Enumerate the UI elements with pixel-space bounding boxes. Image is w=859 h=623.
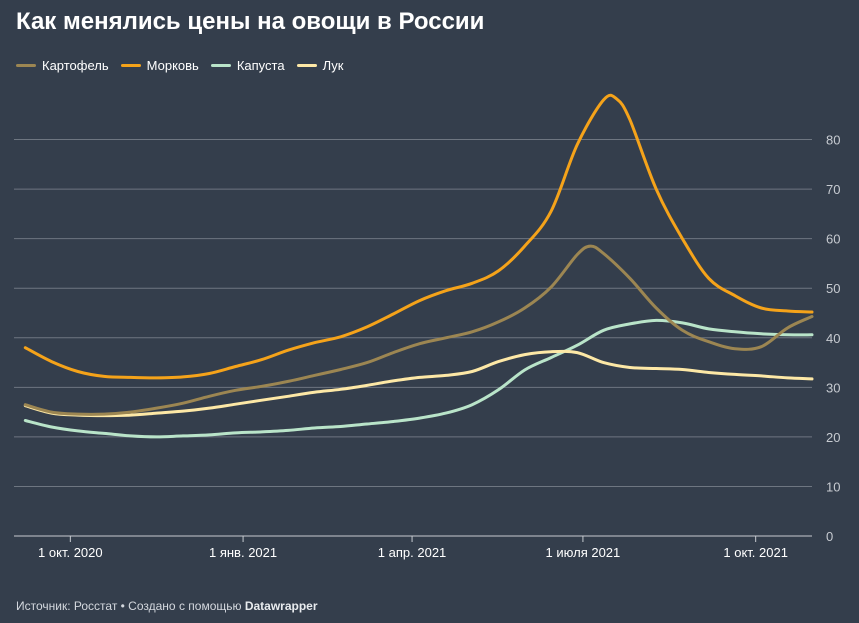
- y-tick-label: 60: [826, 232, 840, 247]
- y-tick-label: 40: [826, 331, 840, 346]
- series-line-1: [23, 93, 814, 380]
- legend-swatch: [16, 64, 36, 67]
- legend-item-3: Лук: [296, 58, 344, 73]
- x-tick-label: 1 июля 2021: [546, 545, 621, 560]
- series-line-0: [23, 244, 814, 416]
- y-tick-label: 70: [826, 182, 840, 197]
- y-tick-label: 10: [826, 479, 840, 494]
- y-tick-label: 30: [826, 380, 840, 395]
- y-tick-label: 20: [826, 430, 840, 445]
- series-line-2: [23, 318, 814, 439]
- y-tick-label: 0: [826, 529, 833, 544]
- legend-item-2: Капуста: [210, 58, 285, 73]
- y-tick-label: 50: [826, 281, 840, 296]
- legend-label: Капуста: [236, 58, 285, 73]
- legend-swatch: [296, 64, 317, 67]
- x-tick-label: 1 окт. 2021: [723, 545, 788, 560]
- legend-label: Лук: [322, 58, 344, 73]
- legend: Картофель Морковь Капуста Лук: [16, 58, 343, 73]
- x-tick-label: 1 апр. 2021: [378, 545, 447, 560]
- x-tick-label: 1 янв. 2021: [209, 545, 277, 560]
- footer-brand: Datawrapper: [244, 599, 318, 613]
- footer-source: Источник: Росстат • Создано с помощью Da…: [16, 599, 318, 613]
- footer-source-text: Источник: Росстат • Создано с помощью: [16, 599, 245, 613]
- x-tick-label: 1 окт. 2020: [38, 545, 103, 560]
- chart-title: Как менялись цены на овощи в России: [16, 8, 485, 35]
- legend-label: Картофель: [42, 58, 109, 73]
- legend-swatch: [210, 64, 231, 67]
- legend-item-0: Картофель: [16, 58, 109, 73]
- legend-label: Морковь: [146, 58, 199, 73]
- legend-swatch: [120, 64, 141, 67]
- series-line-3: [23, 349, 814, 418]
- y-tick-label: 80: [826, 133, 840, 148]
- legend-item-1: Морковь: [120, 58, 199, 73]
